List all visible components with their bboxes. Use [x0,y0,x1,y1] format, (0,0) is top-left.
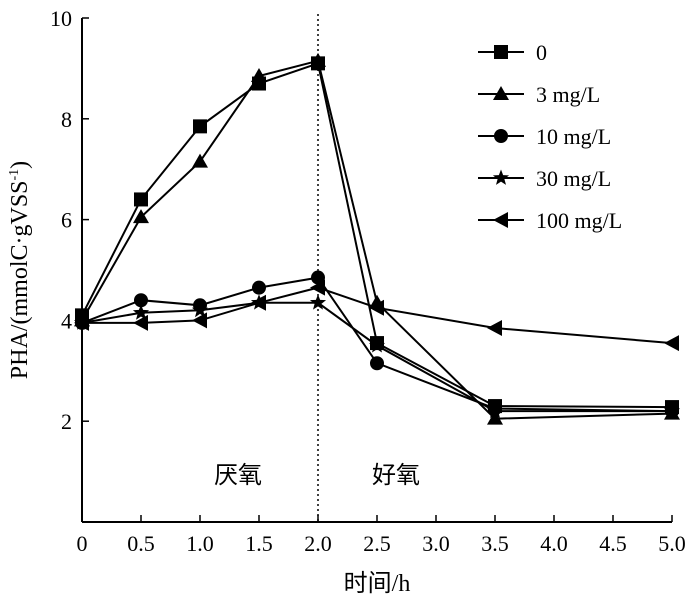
plot-area: 0 0.5 1.0 1.5 2.0 2.5 3.0 3.5 4.0 4.5 5.0 2 4 6 8 10 厌… [50,6,686,556]
x-tick-label: 4.5 [599,531,627,556]
y-axis-title-main: PHA/(mmolC·gVSS [7,180,33,379]
region-label-aerobic: 好氧 [372,462,420,489]
y-ticks: 2 4 6 8 10 [50,6,89,434]
series-3 [73,294,681,418]
data-point [252,280,266,295]
y-axis-title-close: ) [7,161,33,169]
x-tick-label: 0 [77,531,88,556]
legend-marker [494,45,508,59]
y-axis-title-superscript: -1 [7,169,22,181]
x-tick-label: 1.0 [186,531,214,556]
data-point [309,294,327,310]
x-axis-title: 时间/h [344,570,411,597]
data-point [311,270,325,285]
x-tick-label: 3.5 [481,531,509,556]
data-point [191,301,209,318]
x-tick-label: 2.5 [363,531,391,556]
legend-label: 3 mg/L [536,82,600,107]
data-point [192,312,207,329]
legend: 0 3 mg/L 10 mg/L 30 mg/L 100 mg/L [478,40,622,233]
y-tick-label: 2 [61,409,72,434]
legend-item: 100 mg/L [478,208,622,233]
legend-marker [494,129,508,143]
legend-item: 30 mg/L [478,166,611,191]
data-point [133,314,148,331]
y-tick-label: 6 [61,208,72,233]
y-tick-label: 10 [50,6,72,31]
y-axis-title: PHA/(mmolC·gVSS-1) [7,161,33,379]
legend-item: 0 [478,40,547,65]
data-point [310,279,325,296]
x-tick-label: 0.5 [127,531,155,556]
data-point [251,294,266,311]
legend-label: 30 mg/L [536,166,611,191]
data-point [251,67,267,82]
legend-item: 10 mg/L [478,124,611,149]
legend-label: 0 [536,40,547,65]
x-ticks: 0 0.5 1.0 1.5 2.0 2.5 3.0 3.5 4.0 4.5 5.0 [77,515,686,556]
series-line [81,62,673,409]
series-4 [74,279,679,352]
data-point [486,402,504,418]
x-tick-label: 4.0 [540,531,568,556]
legend-marker [493,212,508,228]
data-point [663,402,681,418]
data-point [664,335,679,352]
data-point [193,119,207,134]
data-point [134,293,148,308]
y-tick-label: 4 [61,308,72,333]
x-tick-label: 1.5 [245,531,273,556]
series-layer [73,52,681,425]
data-point [133,209,149,224]
x-tick-label: 5.0 [658,531,686,556]
legend-marker [492,169,510,185]
data-point [370,356,384,371]
legend-item: 3 mg/L [478,82,600,107]
y-tick-label: 8 [61,107,72,132]
data-point [368,337,386,353]
data-point [134,192,148,207]
data-point [487,410,503,425]
legend-marker [493,86,509,100]
region-label-anaerobic: 厌氧 [214,462,262,489]
data-point [369,299,384,316]
x-tick-label: 3.0 [422,531,450,556]
legend-label: 10 mg/L [536,124,611,149]
series-line [82,286,673,345]
x-tick-label: 2.0 [304,531,332,556]
series-line [81,301,672,413]
legend-label: 100 mg/L [536,208,622,233]
data-point [132,304,150,320]
data-point [487,319,502,336]
data-point [74,314,89,331]
data-point [310,52,326,67]
data-point [192,153,208,168]
